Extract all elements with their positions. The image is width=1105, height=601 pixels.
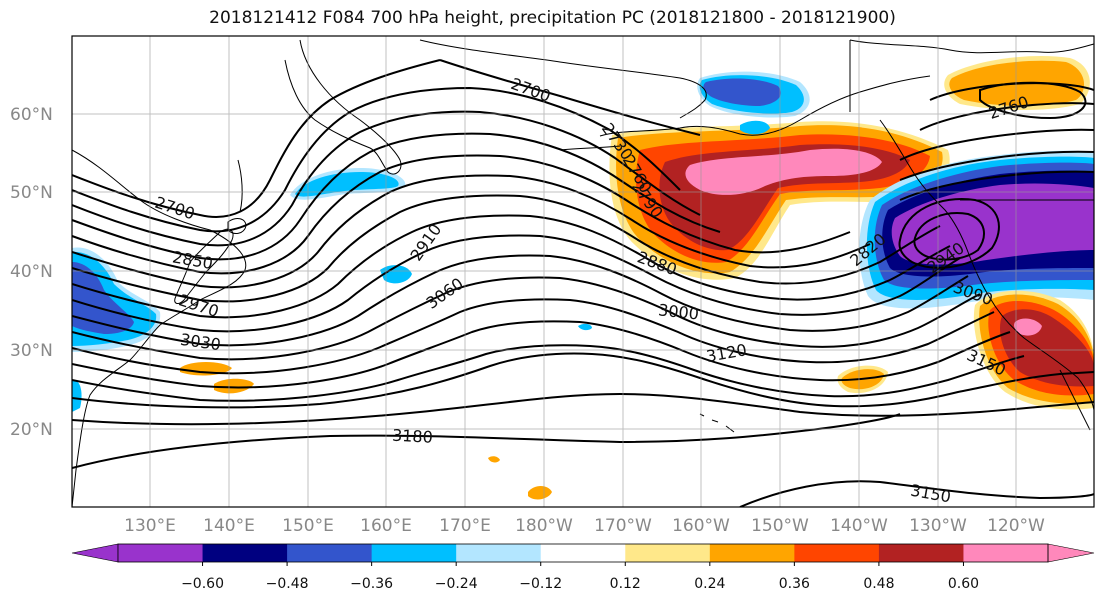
colorbar-extend-right xyxy=(1047,543,1095,563)
contour-3090 xyxy=(72,344,1025,402)
colorbar-swatch xyxy=(709,544,795,562)
clabel-3180: 3180 xyxy=(392,426,434,447)
contour-2970 xyxy=(72,254,969,347)
map-panel: 2700 2730 2760 2790 2700 2850 2910 3060 … xyxy=(72,36,1094,507)
colorbar-swatch xyxy=(963,544,1049,562)
shade-stp4 xyxy=(528,486,552,500)
map-frame xyxy=(71,35,1095,508)
colorbar-outline xyxy=(117,543,1049,563)
colorbar-swatch xyxy=(456,544,542,562)
colorbar: −0.60 −0.48 −0.36 −0.24 −0.12 0.12 0.24 0.36 0.4… xyxy=(71,543,1095,592)
contour-3180 xyxy=(72,413,901,469)
lon-label-180w: 180°W xyxy=(515,516,573,536)
shade-gulf-pink xyxy=(685,148,882,195)
colorbar-tick-label: −0.48 xyxy=(266,576,309,592)
shade-stp5 xyxy=(488,456,500,463)
contour-2850 xyxy=(72,174,871,289)
colorbar-swatch xyxy=(794,544,880,562)
height-contours xyxy=(72,59,1094,507)
contour-2910 xyxy=(72,214,951,319)
colorbar-tick-label: 0.36 xyxy=(779,576,810,592)
contour-3150 xyxy=(72,392,1094,426)
colorbar-swatch xyxy=(287,544,373,562)
contour-low-5 xyxy=(899,150,1094,181)
lat-label-20n: 20°N xyxy=(10,420,53,440)
shade-eastasia-cyanleft xyxy=(72,379,82,412)
coast-aleutians xyxy=(559,145,621,151)
lon-label-160w: 160°W xyxy=(672,516,730,536)
colorbar-segments xyxy=(71,543,1095,563)
contour-pnw-1 xyxy=(898,198,1000,269)
coast-sakhalin xyxy=(237,159,243,213)
lon-label-130e: 130°E xyxy=(124,516,176,536)
shade-cpac-small xyxy=(578,323,592,331)
lon-label-120w: 120°W xyxy=(987,516,1045,536)
colorbar-tick-label: 0.60 xyxy=(948,576,979,592)
shade-stp2 xyxy=(214,378,254,394)
colorbar-swatch xyxy=(118,544,204,562)
contour-3030 xyxy=(72,298,995,375)
clabel-3000: 3000 xyxy=(657,300,699,323)
contour-2730 xyxy=(72,86,681,233)
colorbar-tick-label: −0.60 xyxy=(181,576,224,592)
lat-label-40n: 40°N xyxy=(10,262,53,282)
contour-pnw-2 xyxy=(913,212,985,261)
lon-label-130w: 130°W xyxy=(909,516,967,536)
colorbar-swatch xyxy=(878,544,964,562)
contour-low-3 xyxy=(919,102,1094,131)
contour-low-6 xyxy=(899,170,1094,201)
lat-label-50n: 50°N xyxy=(10,183,53,203)
shade-bering-blue xyxy=(703,78,781,106)
contour-low-2 xyxy=(929,82,1094,101)
contour-2790 xyxy=(72,132,721,261)
colorbar-swatch xyxy=(625,544,711,562)
coast-alaska xyxy=(599,75,931,137)
colorbar-swatch xyxy=(540,544,626,562)
shade-eastasia-blue xyxy=(72,262,134,334)
lon-label-150e: 150°E xyxy=(282,516,334,536)
coast-baja xyxy=(1059,369,1091,431)
map-title: 2018121412 F084 700 hPa height, precipit… xyxy=(209,8,896,28)
contour-2820 xyxy=(72,154,851,275)
shade-calif-pink xyxy=(1014,318,1042,336)
shade-cpac-cyan xyxy=(380,265,412,284)
colorbar-tick-label: 0.24 xyxy=(694,576,725,592)
lon-label-140w: 140°W xyxy=(830,516,888,536)
contour-2880 xyxy=(72,194,941,303)
colorbar-extend-left xyxy=(71,543,119,563)
colorbar-ticks: −0.60 −0.48 −0.36 −0.24 −0.12 0.12 0.24 0.36 0.4… xyxy=(181,562,979,592)
colorbar-swatch xyxy=(202,544,288,562)
lat-axis: 60°N 50°N 40°N 30°N 20°N xyxy=(10,105,53,440)
contour-low-4 xyxy=(899,128,1094,161)
shade-pnw-purple xyxy=(891,183,1094,265)
coast-siberia xyxy=(419,39,707,119)
lat-label-60n: 60°N xyxy=(10,105,53,125)
contour-2760 xyxy=(72,110,701,247)
contour-3150-south xyxy=(739,480,1094,507)
contour-2700-north xyxy=(439,59,701,136)
contour-3060 xyxy=(72,320,1011,389)
lat-label-30n: 30°N xyxy=(10,341,53,361)
contour-labels: 2700 2730 2760 2790 2700 2850 2910 3060 … xyxy=(153,74,1031,506)
shade-alaska-cyan xyxy=(740,120,770,135)
lon-label-170w: 170°W xyxy=(594,516,652,536)
lon-label-140e: 140°E xyxy=(203,516,255,536)
coast-arctic-na xyxy=(849,39,1094,54)
lon-label-170e: 170°E xyxy=(439,516,491,536)
lon-label-150w: 150°W xyxy=(751,516,809,536)
lon-label-160e: 160°E xyxy=(360,516,412,536)
contour-2700-west xyxy=(72,59,441,218)
contour-2940 xyxy=(72,234,961,333)
contour-3120 xyxy=(72,352,1094,409)
colorbar-tick-label: 0.48 xyxy=(863,576,894,592)
lon-axis: 130°E 140°E 150°E 160°E 170°E 180°W 170°… xyxy=(124,516,1045,536)
colorbar-tick-label: −0.36 xyxy=(350,576,393,592)
contour-3000 xyxy=(72,276,981,361)
colorbar-swatch xyxy=(371,544,457,562)
colorbar-tick-label: 0.12 xyxy=(610,576,641,592)
colorbar-tick-label: −0.12 xyxy=(519,576,562,592)
colorbar-tick-label: −0.24 xyxy=(435,576,478,592)
graticule xyxy=(72,36,1094,507)
